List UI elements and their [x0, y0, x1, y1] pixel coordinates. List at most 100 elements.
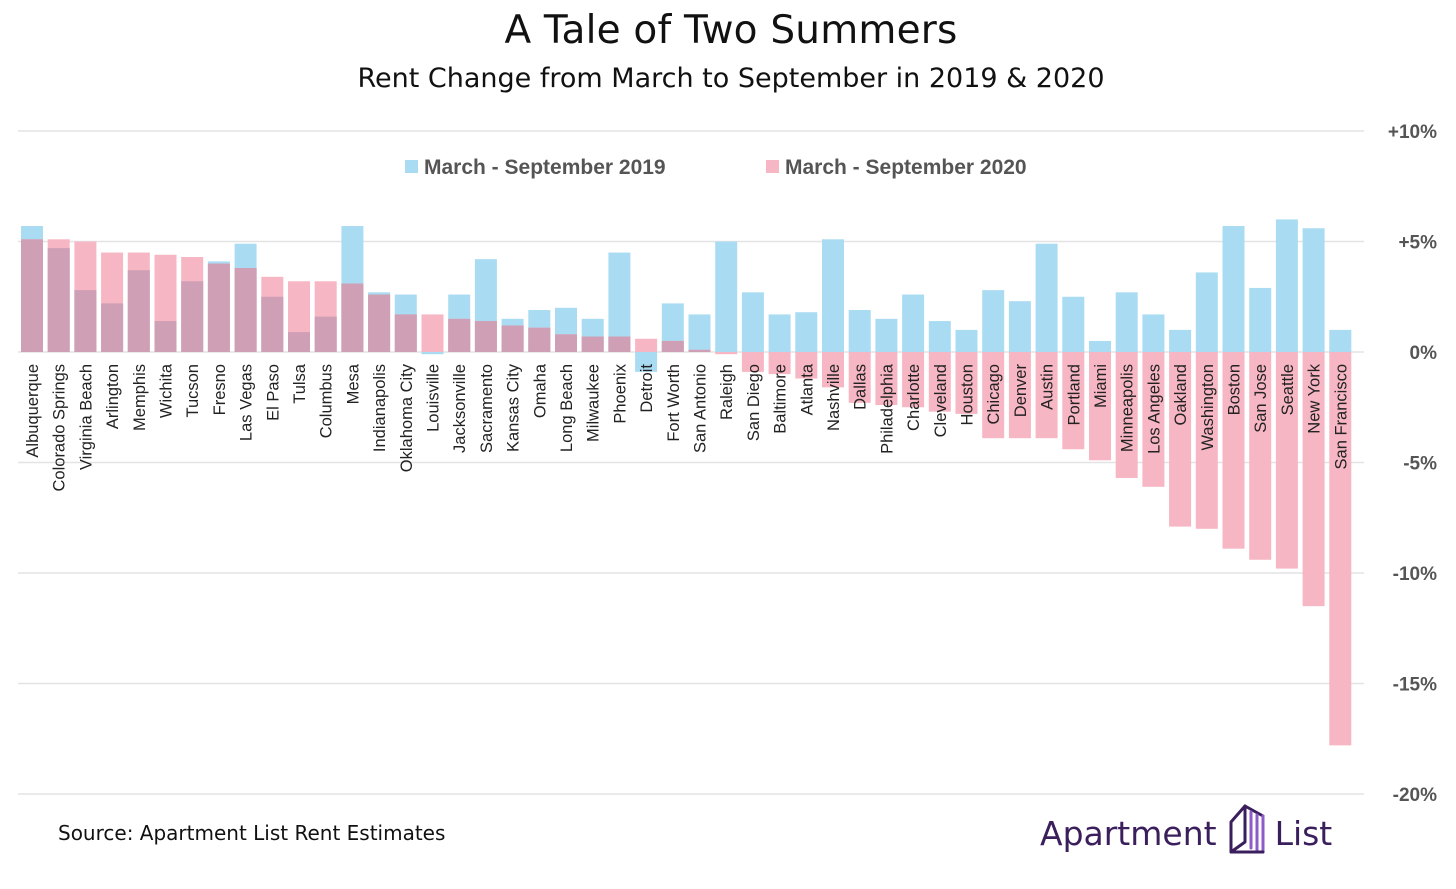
x-tick-label: Washington [1199, 364, 1217, 451]
source-note: Source: Apartment List Rent Estimates [58, 821, 446, 845]
bar-2019 [661, 303, 684, 352]
bar-2019 [1195, 272, 1218, 352]
y-tick-label: -10% [1393, 564, 1437, 585]
legend-2019-label: March - September 2019 [424, 156, 666, 179]
x-tick-label: Sacramento [478, 364, 496, 453]
bar-2020 [1222, 352, 1245, 549]
bar-2020 [928, 352, 951, 412]
bar-overlap [288, 332, 310, 352]
bar-2020 [1249, 352, 1272, 560]
bar-overlap [234, 268, 257, 352]
x-tick-label: San Francisco [1332, 364, 1350, 469]
x-tick-label: Raleigh [718, 364, 736, 420]
bar-2019 [955, 329, 978, 352]
x-tick-label: Philadelphia [878, 363, 896, 454]
x-tick-label: Tucson [184, 364, 202, 418]
x-tick-label: Virginia Beach [77, 364, 95, 470]
bar-2020 [1329, 352, 1352, 746]
chart-subtitle: Rent Change from March to September in 2… [357, 63, 1105, 94]
bar-overlap [368, 294, 391, 352]
bar-2019 [1035, 243, 1058, 352]
x-tick-label: Cleveland [932, 364, 950, 437]
bar-overlap [394, 314, 417, 352]
bar-overlap [127, 270, 150, 352]
bar-2019 [715, 241, 738, 352]
bar-overlap [261, 296, 284, 352]
x-tick-labels: Albuquerque Colorado Springs Virginia Beac… [24, 363, 1350, 491]
x-tick-label: Houston [959, 364, 977, 425]
x-tick-label: Charlotte [905, 364, 923, 431]
bar-overlap [528, 327, 551, 352]
bar-overlap [207, 263, 230, 352]
bar-2020 [421, 314, 444, 352]
bar-2019 [902, 294, 925, 352]
bar-overlap [47, 248, 70, 352]
bar-2019 [1249, 287, 1272, 352]
bar-2020 [715, 352, 738, 355]
bar-overlap [21, 239, 43, 352]
x-tick-label: Miami [1092, 364, 1110, 408]
legend-2019-swatch [405, 160, 418, 173]
bar-2020 [875, 352, 898, 406]
bar-2020 [1008, 352, 1031, 439]
x-tick-label: Seattle [1279, 364, 1297, 415]
x-tick-label: Oakland [1172, 364, 1190, 425]
x-tick-label: Baltimore [772, 364, 790, 434]
bar-overlap [608, 336, 631, 352]
x-tick-label: Jacksonville [451, 364, 469, 453]
x-tick-label: Milwaukee [585, 364, 603, 442]
bar-2020 [848, 352, 871, 403]
bar-2019 [875, 318, 898, 352]
x-tick-label: Wichita [158, 363, 176, 418]
legend: March - September 2019 March - September … [405, 156, 1027, 179]
x-tick-label: Los Angeles [1145, 364, 1163, 454]
bar-2019 [1169, 329, 1192, 352]
x-tick-label: Albuquerque [24, 364, 42, 458]
bar-2020 [902, 352, 925, 408]
bar-overlap [555, 334, 577, 352]
bars-overlap-layer [21, 239, 711, 352]
x-tick-label: Long Beach [558, 364, 576, 452]
x-tick-label: Las Vegas [238, 364, 256, 441]
x-tick-label: Dallas [852, 364, 870, 410]
bar-2020 [1275, 352, 1298, 569]
bar-2020 [1302, 352, 1325, 607]
y-tick-label: -20% [1393, 785, 1437, 806]
bar-2019 [1089, 340, 1111, 352]
bar-2019 [1115, 292, 1138, 352]
bar-2020 [635, 338, 658, 352]
bar-overlap [661, 340, 684, 352]
bar-2020 [768, 352, 791, 375]
x-tick-label: Oklahoma City [398, 363, 416, 472]
x-tick-label: Colorado Springs [51, 364, 69, 492]
x-tick-label: Columbus [318, 364, 336, 438]
x-tick-label: Boston [1226, 364, 1244, 415]
x-tick-label: Atlanta [798, 363, 816, 415]
x-tick-label: Phoenix [611, 363, 629, 423]
brand-name-right: List [1274, 813, 1333, 853]
bar-2019 [848, 310, 871, 352]
bar-2019 [608, 252, 631, 352]
bar-2019 [928, 321, 951, 352]
x-tick-label: San Jose [1252, 364, 1270, 433]
bar-overlap [501, 325, 524, 352]
y-tick-label: +5% [1398, 233, 1437, 254]
bar-2020 [741, 352, 764, 372]
x-tick-label: Detroit [638, 364, 656, 413]
legend-2020-label: March - September 2020 [785, 156, 1027, 179]
bar-2019 [635, 352, 658, 372]
bar-2019 [982, 290, 1005, 352]
bar-2019 [768, 314, 791, 352]
x-tick-label: Indianapolis [371, 364, 389, 452]
brand-name-left: Apartment [1040, 813, 1217, 853]
y-tick-label: +10% [1388, 122, 1437, 143]
bar-2020 [1062, 352, 1085, 450]
bar-2019 [1222, 226, 1245, 352]
bar-2019 [1142, 314, 1165, 352]
bar-overlap [181, 281, 204, 352]
bar-2019 [421, 352, 444, 355]
x-tick-label: San Antonio [692, 364, 710, 453]
x-tick-label: Memphis [131, 364, 149, 431]
x-tick-label: Portland [1065, 364, 1083, 425]
bar-2019 [1275, 219, 1298, 352]
